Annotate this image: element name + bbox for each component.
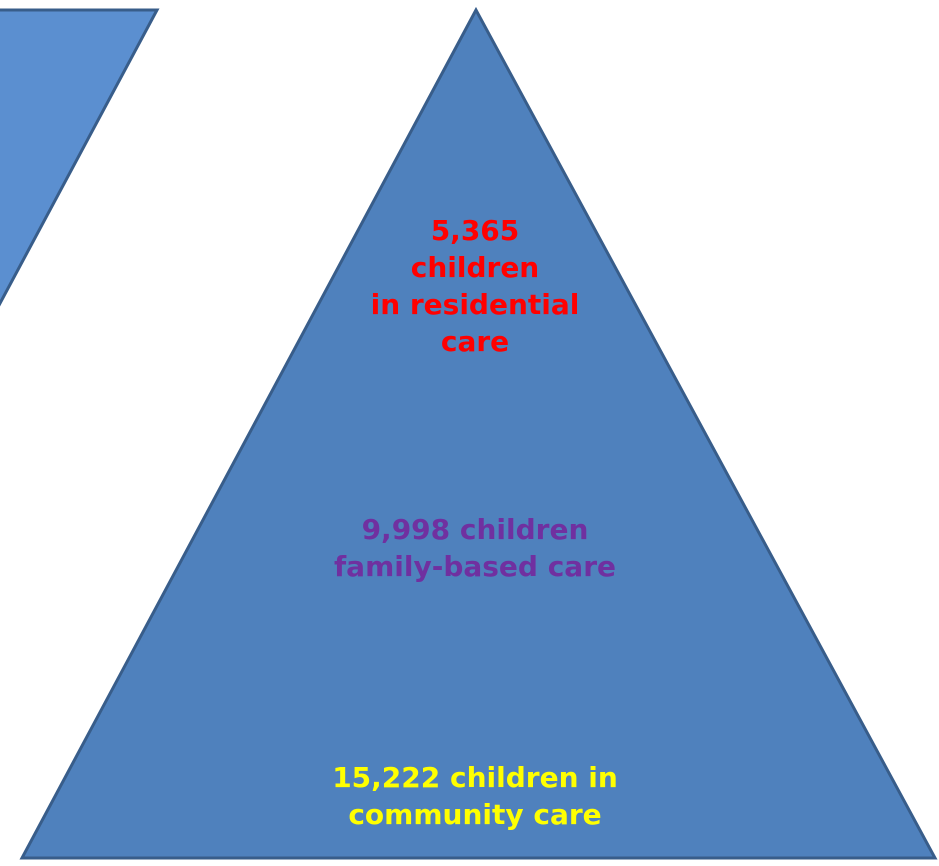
residential-care-label: 5,365 children in residential care — [330, 213, 620, 361]
left-partial-shape — [0, 8, 160, 307]
family-based-care-label: 9,998 children family-based care — [290, 512, 660, 586]
community-care-label: 15,222 children in community care — [290, 760, 660, 834]
residential-line: children — [410, 250, 540, 284]
family-line: family-based care — [334, 549, 616, 583]
residential-line: 5,365 — [430, 214, 520, 247]
family-line: 9,998 children — [361, 513, 589, 546]
community-line: 15,222 children in — [332, 761, 618, 794]
community-line: community care — [348, 797, 602, 831]
pyramid — [19, 6, 938, 860]
residential-line: care — [440, 324, 510, 358]
residential-line: in residential — [370, 287, 580, 321]
